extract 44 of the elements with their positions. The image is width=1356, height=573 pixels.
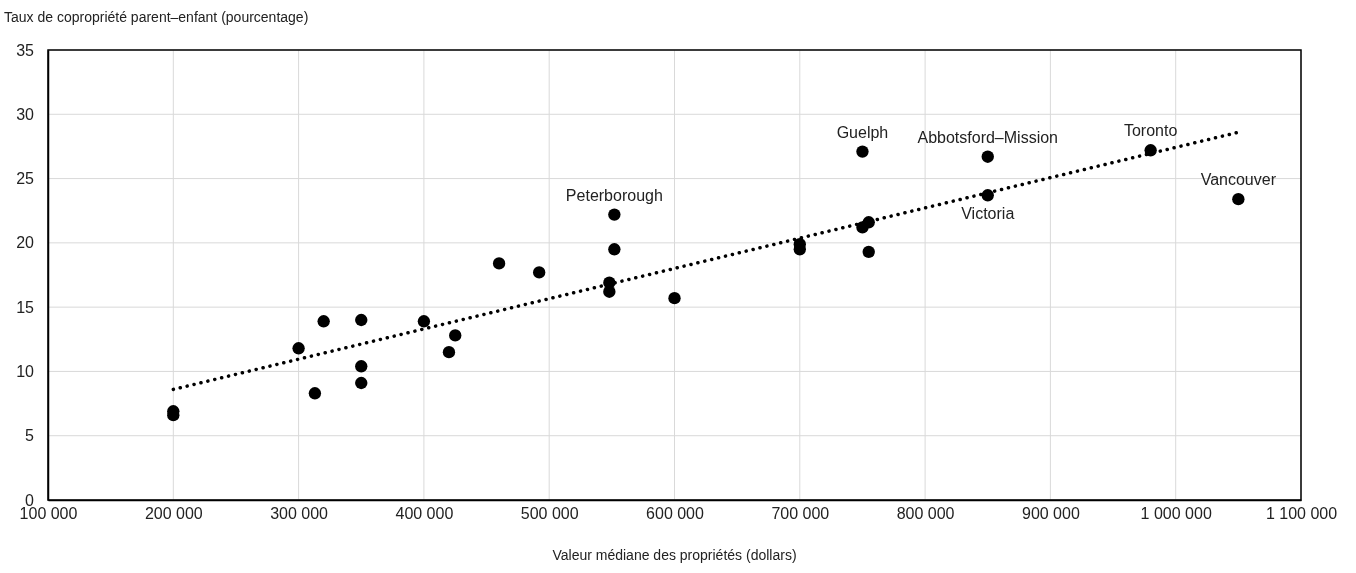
annotation: Victoria (961, 205, 1015, 223)
point (1232, 192, 1245, 206)
x-tick-label: 300 000 (270, 505, 329, 523)
y-tick-label: 35 (16, 41, 35, 59)
annotation: Guelph (836, 123, 889, 141)
point (308, 387, 322, 400)
point (981, 150, 994, 163)
y-axis-title: Taux de copropriété parent–enfant (pourcentage) (4, 9, 309, 25)
point (608, 243, 621, 256)
point (862, 245, 875, 259)
point (442, 345, 456, 359)
y-tick-label: 15 (16, 298, 35, 316)
point (449, 329, 462, 342)
annotation: Peterborough (565, 186, 663, 204)
x-tick-label: 1 000 000 (1140, 505, 1212, 523)
y-tick-label: 10 (16, 363, 35, 381)
point (355, 313, 368, 327)
x-tick-label: 700 000 (771, 505, 830, 523)
x-tick-label: 400 000 (395, 505, 454, 523)
annotation: Toronto (1123, 122, 1178, 140)
annotation: Vancouver (1200, 171, 1277, 189)
point (355, 360, 368, 373)
x-tick-label: 100 000 (19, 505, 78, 523)
point (417, 315, 431, 328)
y-tick-label: 20 (16, 234, 35, 252)
point (492, 257, 506, 270)
y-tick-label: 25 (16, 170, 35, 188)
x-tick-label: 200 000 (144, 505, 203, 523)
annotation: Abbotsford–Mission (917, 128, 1059, 146)
point (856, 145, 869, 158)
point (668, 291, 681, 305)
x-tick-label: 1 100 000 (1265, 505, 1338, 523)
y-tick-label: 30 (16, 105, 35, 123)
x-tick-label: 500 000 (520, 505, 579, 523)
x-tick-label: 800 000 (896, 505, 955, 523)
y-tick-label: 5 (25, 427, 35, 445)
x-axis-title: Valeur médiane des propriétés (dollars) (552, 547, 797, 563)
point (533, 266, 546, 279)
point (292, 342, 305, 355)
x-tick-label: 600 000 (646, 505, 705, 523)
point (317, 315, 330, 328)
point (608, 208, 621, 221)
x-tick-label: 900 000 (1021, 505, 1080, 523)
point (355, 376, 368, 390)
